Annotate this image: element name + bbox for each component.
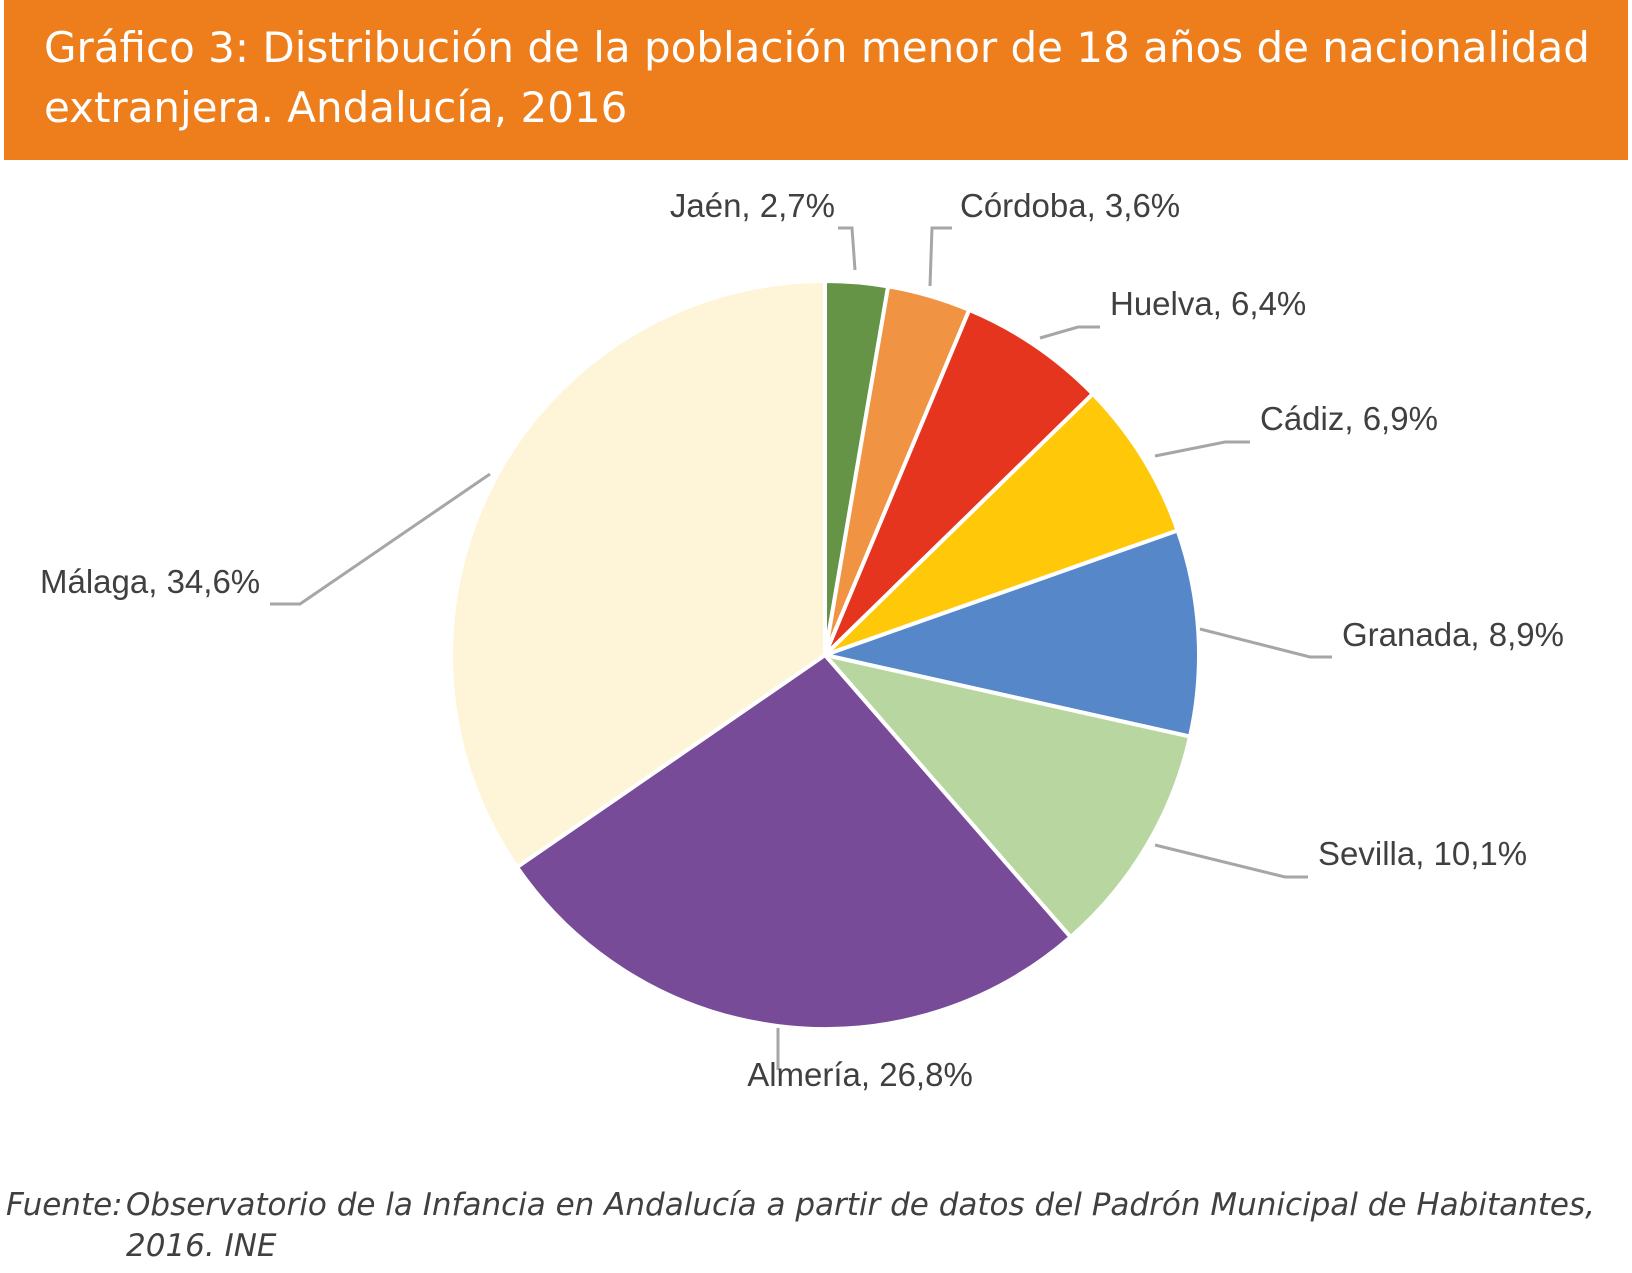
leader-lines — [270, 226, 1332, 1070]
pie-chart: Jaén, 2,7% Córdoba, 3,6% Huelva, 6,4% Cádiz… — [40, 187, 1564, 1093]
pie-slice-sevilla — [823, 653, 1192, 940]
slice-label: Jaén, 2,7% — [670, 187, 835, 224]
pie-slice-granada — [823, 528, 1201, 739]
title-bar: Gráfico 3: Distribución de la población … — [4, 0, 1628, 160]
leader-line — [838, 226, 857, 271]
chart-title: Gráfico 3: Distribución de la población … — [44, 23, 1590, 132]
pie-slice-cadiz — [823, 391, 1180, 657]
slice-label: Cádiz, 6,9% — [1260, 400, 1438, 437]
pie-slice-huelva — [823, 307, 1095, 657]
slice-labels: Jaén, 2,7% Córdoba, 3,6% Huelva, 6,4% Cádiz… — [40, 187, 1564, 1093]
leader-line — [1154, 843, 1308, 879]
leader-line — [1039, 325, 1100, 340]
pie-slice-almeria — [514, 653, 1073, 1031]
slice-label: Córdoba, 3,6% — [960, 187, 1180, 224]
slice-label: Granada, 8,9% — [1342, 616, 1564, 653]
leader-line — [1199, 627, 1332, 659]
pie-slice-malaga — [449, 279, 827, 870]
slice-label: Almería, 26,8% — [747, 1056, 973, 1093]
slice-label: Huelva, 6,4% — [1110, 285, 1306, 322]
leader-line — [1154, 440, 1250, 458]
slice-label: Sevilla, 10,1% — [1318, 835, 1527, 872]
leader-line — [928, 226, 952, 287]
pie-slices — [449, 279, 1201, 1031]
source-label: Fuente: — [6, 1187, 123, 1223]
source-text: Observatorio de la Infancia en Andalucía… — [126, 1187, 1596, 1264]
slice-label: Málaga, 34,6% — [40, 563, 260, 600]
leader-line — [270, 472, 491, 606]
